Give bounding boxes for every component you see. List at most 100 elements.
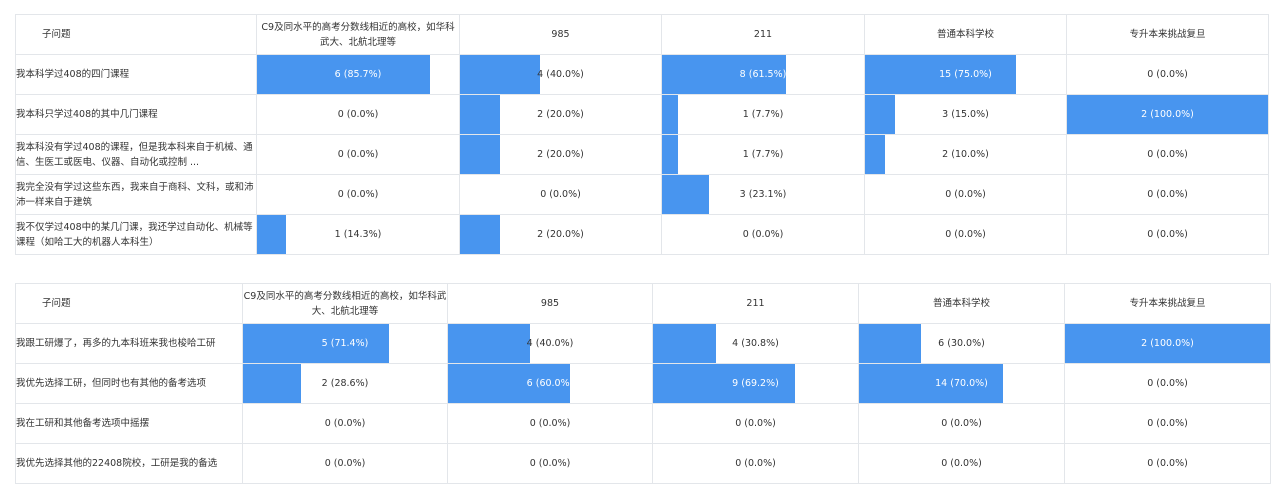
percent-bar xyxy=(653,364,795,403)
value-text: 0 (0.0%) xyxy=(945,189,986,200)
row-label-text: 我在工研和其他备考选项中摇摆 xyxy=(16,418,150,429)
value-cell: 0 (0.0%) xyxy=(256,94,460,135)
value-text: 2 (20.0%) xyxy=(537,149,584,160)
table-row: 我本科学过408的四门课程 6 (85.7%) 4 (40.0%) 8 (61.… xyxy=(15,54,1269,95)
value-cell: 0 (0.0%) xyxy=(858,403,1065,444)
header-col-upgrade: 专升本来挑战复旦 xyxy=(1064,283,1271,324)
percent-bar xyxy=(243,324,389,363)
row-label: 我本科只学过408的其中几门课程 xyxy=(15,94,257,135)
value-cell: 2 (20.0%) xyxy=(459,134,662,175)
header-col-211: 211 xyxy=(652,283,859,324)
percent-bar xyxy=(460,135,501,174)
header-col-985: 985 xyxy=(447,283,653,324)
table-row: 我跟工研爆了，再多的九本科班来我也梭哈工研 5 (71.4%) 4 (40.0%… xyxy=(15,323,1271,364)
value-text: 1 (7.7%) xyxy=(742,149,784,160)
percent-bar xyxy=(460,95,501,134)
value-text: 2 (10.0%) xyxy=(942,149,989,160)
value-cell: 15 (75.0%) xyxy=(864,54,1067,95)
percent-bar xyxy=(1065,324,1270,363)
value-cell: 3 (15.0%) xyxy=(864,94,1067,135)
value-text: 2 (20.0%) xyxy=(537,229,584,240)
value-text: 0 (0.0%) xyxy=(1147,149,1188,160)
value-text: 0 (0.0%) xyxy=(324,418,366,429)
value-text: 4 (30.8%) xyxy=(732,338,779,349)
value-text: 0 (0.0%) xyxy=(1147,189,1188,200)
value-cell: 0 (0.0%) xyxy=(1066,174,1269,215)
crosstab-table-1: 子问题 C9及同水平的高考分数线相近的高校，如华科武大、北航北理等 985 21… xyxy=(15,14,1269,255)
value-text: 0 (0.0%) xyxy=(1147,229,1188,240)
value-text: 0 (0.0%) xyxy=(337,189,379,200)
value-cell: 0 (0.0%) xyxy=(1064,363,1271,404)
value-text: 0 (0.0%) xyxy=(337,149,379,160)
value-cell: 6 (85.7%) xyxy=(256,54,460,95)
value-text: 0 (0.0%) xyxy=(735,418,776,429)
value-text: 1 (14.3%) xyxy=(334,229,382,240)
value-text: 6 (60.0%) xyxy=(526,378,574,389)
value-text: 6 (85.7%) xyxy=(334,69,382,80)
value-text: 0 (0.0%) xyxy=(742,229,784,240)
header-col-985: 985 xyxy=(459,14,662,55)
value-cell: 4 (40.0%) xyxy=(447,323,653,364)
value-cell: 0 (0.0%) xyxy=(1066,54,1269,95)
table-row: 我不仅学过408中的某几门课，我还学过自动化、机械等课程（如哈工大的机器人本科生… xyxy=(15,214,1269,255)
row-label-text: 我本科只学过408的其中几门课程 xyxy=(16,109,158,120)
value-cell: 2 (100.0%) xyxy=(1066,94,1269,135)
value-cell: 0 (0.0%) xyxy=(447,403,653,444)
value-text: 0 (0.0%) xyxy=(540,189,581,200)
table-header-row: 子问题 C9及同水平的高考分数线相近的高校，如华科武大、北航北理等 985 21… xyxy=(15,14,1269,55)
value-cell: 0 (0.0%) xyxy=(256,174,460,215)
value-text: 0 (0.0%) xyxy=(337,109,379,120)
value-text: 0 (0.0%) xyxy=(1147,378,1188,389)
value-cell: 5 (71.4%) xyxy=(242,323,448,364)
table-row: 我完全没有学过这些东西，我来自于商科、文科，或和沛沛一样来自于建筑 0 (0.0… xyxy=(15,174,1269,215)
value-text: 4 (40.0%) xyxy=(537,69,584,80)
value-text: 5 (71.4%) xyxy=(321,338,369,349)
value-cell: 1 (7.7%) xyxy=(661,94,865,135)
value-text: 0 (0.0%) xyxy=(941,418,982,429)
value-text: 8 (61.5%) xyxy=(739,69,787,80)
value-text: 0 (0.0%) xyxy=(1147,69,1188,80)
value-text: 2 (100.0%) xyxy=(1141,109,1194,120)
value-cell: 0 (0.0%) xyxy=(242,403,448,444)
percent-bar xyxy=(662,95,678,134)
crosstab-table-2: 子问题 C9及同水平的高考分数线相近的高校，如华科武大、北航北理等 985 21… xyxy=(15,283,1271,484)
value-cell: 14 (70.0%) xyxy=(858,363,1065,404)
value-cell: 0 (0.0%) xyxy=(864,174,1067,215)
table-row: 我本科没有学过408的课程，但是我本科来自于机械、通信、生医工或医电、仪器、自动… xyxy=(15,134,1269,175)
value-cell: 0 (0.0%) xyxy=(1064,403,1271,444)
row-label: 我本科没有学过408的课程，但是我本科来自于机械、通信、生医工或医电、仪器、自动… xyxy=(15,134,257,175)
row-label: 我跟工研爆了，再多的九本科班来我也梭哈工研 xyxy=(15,323,243,364)
value-text: 1 (7.7%) xyxy=(742,109,784,120)
percent-bar xyxy=(662,135,678,174)
value-cell: 0 (0.0%) xyxy=(256,134,460,175)
value-text: 2 (20.0%) xyxy=(537,109,584,120)
value-cell: 2 (20.0%) xyxy=(459,94,662,135)
value-cell: 2 (10.0%) xyxy=(864,134,1067,175)
value-cell: 9 (69.2%) xyxy=(652,363,859,404)
header-col-upgrade: 专升本来挑战复旦 xyxy=(1066,14,1269,55)
value-text: 9 (69.2%) xyxy=(732,378,779,389)
header-col-211: 211 xyxy=(661,14,865,55)
value-cell: 0 (0.0%) xyxy=(1066,214,1269,255)
value-cell: 4 (40.0%) xyxy=(459,54,662,95)
percent-bar xyxy=(865,135,886,174)
row-label-text: 我完全没有学过这些东西，我来自于商科、文科，或和沛沛一样来自于建筑 xyxy=(16,181,254,208)
value-cell: 6 (60.0%) xyxy=(447,363,653,404)
percent-bar xyxy=(460,215,501,254)
percent-bar xyxy=(460,55,541,94)
value-cell: 2 (20.0%) xyxy=(459,214,662,255)
percent-bar xyxy=(653,324,717,363)
percent-bar xyxy=(662,175,709,214)
value-cell: 0 (0.0%) xyxy=(661,214,865,255)
value-text: 15 (75.0%) xyxy=(939,69,992,80)
value-cell: 1 (14.3%) xyxy=(256,214,460,255)
value-cell: 6 (30.0%) xyxy=(858,323,1065,364)
table-header-row: 子问题 C9及同水平的高考分数线相近的高校，如华科武大、北航北理等 985 21… xyxy=(15,283,1271,324)
percent-bar xyxy=(859,364,1003,403)
row-label: 我完全没有学过这些东西，我来自于商科、文科，或和沛沛一样来自于建筑 xyxy=(15,174,257,215)
value-text: 3 (15.0%) xyxy=(942,109,989,120)
value-cell: 3 (23.1%) xyxy=(661,174,865,215)
header-col-regular: 普通本科学校 xyxy=(864,14,1067,55)
value-cell: 2 (28.6%) xyxy=(242,363,448,404)
value-text: 3 (23.1%) xyxy=(739,189,787,200)
